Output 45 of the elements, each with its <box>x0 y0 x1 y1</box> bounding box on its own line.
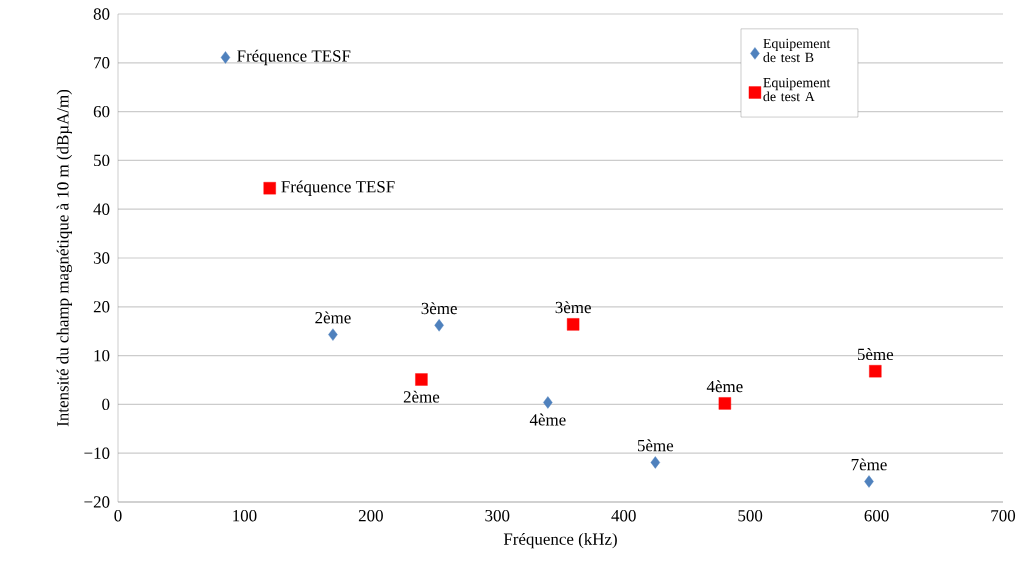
x-axis-title: Fréquence (kHz) <box>503 532 617 549</box>
point <box>543 396 553 409</box>
x-tick-label: 500 <box>738 509 763 522</box>
y-tick-label: 10 <box>94 349 110 362</box>
y-tick-label: −20 <box>84 496 110 508</box>
x-tick-label: 300 <box>485 509 510 522</box>
annotation: 7ème <box>851 458 887 471</box>
x-tick-label: 200 <box>358 509 383 522</box>
y-tick-label: 20 <box>93 301 110 313</box>
point <box>415 373 428 386</box>
annotation: 5ème <box>857 348 894 361</box>
y-tick-label: 80 <box>93 8 110 20</box>
x-tick-label: 400 <box>611 509 636 522</box>
point <box>864 475 874 488</box>
point <box>328 328 338 341</box>
y-axis-title: Intensité du champ magnétique à 10 m (dBµA/m) <box>56 89 73 427</box>
point <box>434 319 444 332</box>
y-tick-label: 50 <box>94 154 110 167</box>
point <box>718 397 732 410</box>
annotation: 2ème <box>315 311 351 324</box>
point <box>869 365 882 378</box>
annotation: Fréquence TESF <box>281 180 395 196</box>
annotation: 3ème <box>555 301 591 314</box>
annotation: 4ème <box>529 413 566 426</box>
point <box>263 182 276 195</box>
point <box>566 318 580 331</box>
legend-label: Equipement de test B <box>763 38 831 63</box>
x-tick-label: 700 <box>991 509 1016 522</box>
y-tick-label: 0 <box>102 398 110 411</box>
y-tick-label: 60 <box>93 105 110 118</box>
y-tick-label: −10 <box>84 447 110 459</box>
annotation: 3ème <box>421 302 457 315</box>
point <box>220 51 231 64</box>
legend-label: Equipement de test A <box>763 77 831 102</box>
x-tick-label: 100 <box>233 509 257 522</box>
x-tick-label: 0 <box>114 509 122 522</box>
y-tick-label: 30 <box>93 252 110 264</box>
x-tick-label: 600 <box>864 509 889 522</box>
annotation: Fréquence TESF <box>237 49 351 66</box>
annotation: 5ème <box>637 439 674 452</box>
y-tick-label: 70 <box>94 57 110 69</box>
y-tick-label: 40 <box>93 203 110 215</box>
point <box>650 456 660 469</box>
annotation: 2ème <box>403 390 440 403</box>
annotation: 4ème <box>706 380 743 393</box>
